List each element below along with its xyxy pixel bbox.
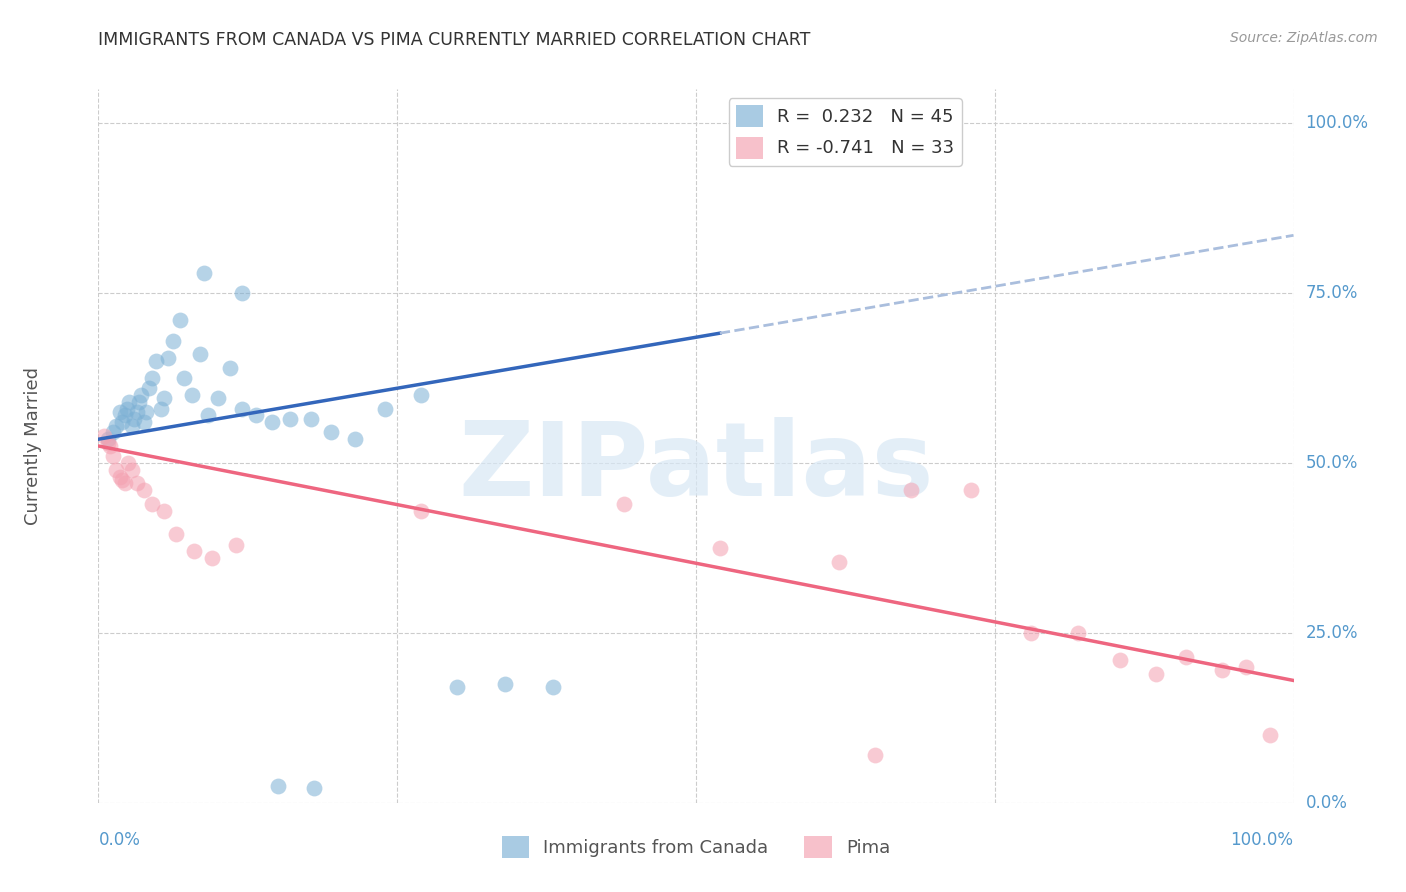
- Point: [1109, 653, 1132, 667]
- Point: [374, 401, 396, 416]
- Point: [1234, 660, 1257, 674]
- Point: [188, 347, 211, 361]
- Point: [959, 483, 981, 498]
- Point: [494, 677, 516, 691]
- Point: [173, 371, 195, 385]
- Point: [344, 432, 367, 446]
- Point: [118, 394, 141, 409]
- Point: [111, 473, 134, 487]
- Text: IMMIGRANTS FROM CANADA VS PIMA CURRENTLY MARRIED CORRELATION CHART: IMMIGRANTS FROM CANADA VS PIMA CURRENTLY…: [98, 31, 811, 49]
- Point: [1211, 663, 1233, 677]
- Point: [302, 780, 325, 795]
- Text: 100.0%: 100.0%: [1230, 831, 1294, 849]
- Point: [1144, 666, 1167, 681]
- Point: [153, 392, 176, 406]
- Point: [1019, 626, 1042, 640]
- Point: [828, 555, 851, 569]
- Point: [132, 483, 155, 498]
- Point: [260, 415, 283, 429]
- Point: [97, 435, 120, 450]
- Point: [183, 544, 205, 558]
- Point: [105, 463, 128, 477]
- Point: [201, 551, 224, 566]
- Point: [149, 401, 172, 416]
- Point: [111, 415, 134, 429]
- Point: [145, 354, 167, 368]
- Point: [93, 429, 115, 443]
- Point: [138, 381, 160, 395]
- Point: [446, 680, 468, 694]
- Point: [169, 313, 191, 327]
- Point: [125, 405, 148, 419]
- Point: [245, 409, 267, 423]
- Legend: Immigrants from Canada, Pima: Immigrants from Canada, Pima: [495, 829, 897, 865]
- Point: [207, 392, 229, 406]
- Point: [114, 409, 136, 423]
- Point: [117, 456, 139, 470]
- Point: [101, 449, 124, 463]
- Point: [132, 415, 155, 429]
- Point: [165, 527, 187, 541]
- Point: [162, 334, 184, 348]
- Point: [115, 401, 138, 416]
- Text: Source: ZipAtlas.com: Source: ZipAtlas.com: [1230, 31, 1378, 45]
- Point: [193, 266, 215, 280]
- Point: [121, 418, 143, 433]
- Point: [225, 537, 247, 551]
- Point: [153, 503, 176, 517]
- Point: [108, 469, 131, 483]
- Point: [411, 388, 433, 402]
- Point: [411, 503, 433, 517]
- Point: [267, 779, 290, 793]
- Point: [219, 360, 242, 375]
- Point: [541, 680, 564, 694]
- Text: ZIPatlas: ZIPatlas: [458, 417, 934, 518]
- Point: [278, 412, 301, 426]
- Point: [98, 439, 122, 453]
- Point: [231, 286, 253, 301]
- Point: [141, 497, 163, 511]
- Point: [114, 476, 136, 491]
- Point: [299, 412, 322, 426]
- Point: [141, 371, 163, 385]
- Text: 100.0%: 100.0%: [1305, 114, 1368, 132]
- Point: [105, 418, 128, 433]
- Point: [131, 388, 153, 402]
- Point: [231, 401, 253, 416]
- Point: [1175, 649, 1198, 664]
- Point: [1067, 626, 1090, 640]
- Point: [97, 432, 120, 446]
- Point: [1258, 728, 1281, 742]
- Text: 25.0%: 25.0%: [1305, 624, 1358, 642]
- Point: [613, 497, 636, 511]
- Text: Currently Married: Currently Married: [24, 367, 42, 525]
- Point: [156, 351, 179, 365]
- Text: 0.0%: 0.0%: [1305, 794, 1347, 812]
- Point: [125, 476, 148, 491]
- Point: [321, 425, 343, 440]
- Point: [124, 412, 146, 426]
- Point: [197, 409, 219, 423]
- Point: [121, 463, 143, 477]
- Point: [863, 748, 886, 763]
- Point: [128, 394, 150, 409]
- Point: [101, 425, 124, 440]
- Point: [180, 388, 202, 402]
- Point: [709, 541, 731, 555]
- Point: [900, 483, 922, 498]
- Point: [108, 405, 131, 419]
- Text: 75.0%: 75.0%: [1305, 284, 1358, 302]
- Text: 50.0%: 50.0%: [1305, 454, 1358, 472]
- Point: [135, 405, 157, 419]
- Text: 0.0%: 0.0%: [98, 831, 141, 849]
